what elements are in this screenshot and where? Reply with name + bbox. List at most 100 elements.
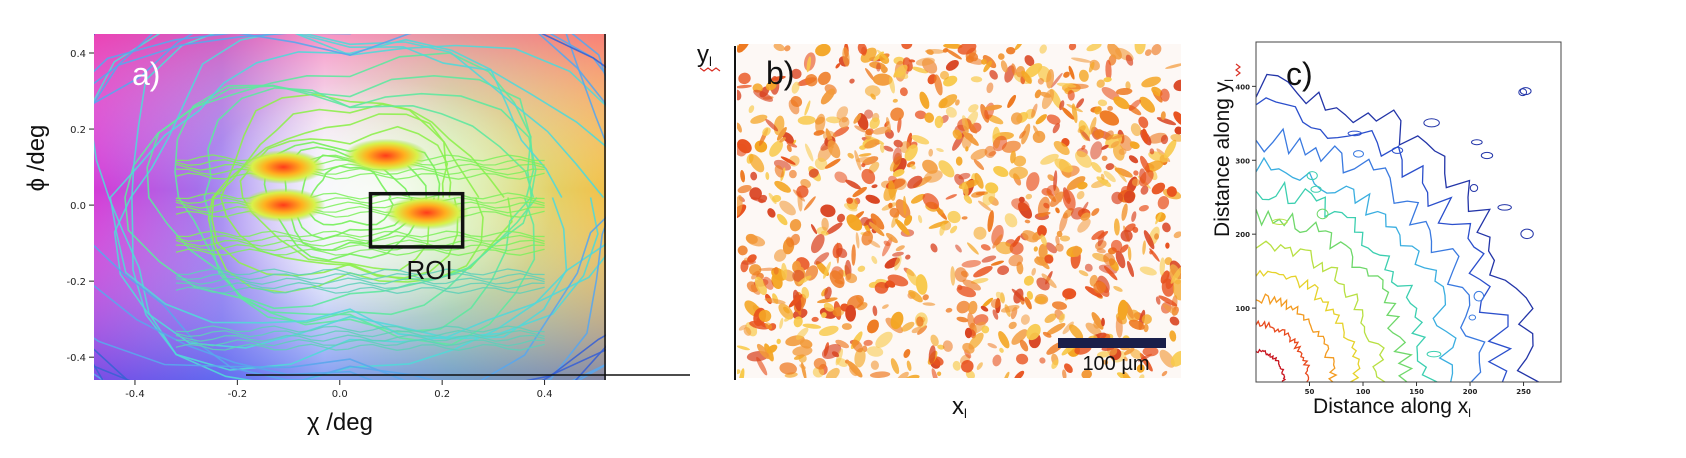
grain — [1111, 134, 1124, 140]
grain — [934, 115, 944, 129]
grain — [974, 172, 984, 189]
grain — [1026, 172, 1040, 192]
grain — [876, 62, 881, 72]
grain — [1103, 253, 1116, 266]
grain — [1036, 277, 1050, 291]
grain — [908, 290, 923, 303]
grain — [966, 242, 979, 255]
grain — [766, 344, 778, 354]
grain — [1016, 353, 1029, 365]
grain — [804, 196, 816, 211]
y-tick-label: 100 — [1235, 305, 1250, 313]
grain — [1170, 350, 1181, 367]
grain — [804, 100, 811, 116]
grain — [1024, 219, 1031, 224]
grain — [1142, 346, 1159, 357]
grain — [783, 306, 790, 314]
grain — [754, 140, 768, 153]
grain — [905, 254, 911, 260]
grain — [845, 179, 861, 190]
contour-band — [175, 196, 545, 205]
grain — [1126, 260, 1135, 278]
grain — [1172, 279, 1181, 301]
grain — [945, 307, 953, 313]
grain — [888, 180, 896, 201]
grain — [779, 200, 796, 216]
grain — [1071, 57, 1092, 63]
grain — [981, 58, 987, 65]
grain — [1117, 299, 1128, 321]
grain — [980, 244, 991, 251]
grain — [1066, 176, 1086, 191]
grain — [836, 106, 849, 120]
grain — [1170, 134, 1181, 142]
grain — [753, 89, 773, 102]
grain — [992, 354, 1002, 367]
grain — [790, 233, 801, 246]
grain — [981, 255, 997, 263]
grain — [846, 214, 863, 231]
grain — [871, 255, 878, 264]
grain — [1097, 231, 1109, 240]
grain — [1022, 230, 1039, 243]
grain — [1072, 245, 1081, 257]
grain — [792, 269, 805, 282]
grain — [781, 262, 788, 281]
grain — [1038, 243, 1048, 260]
grain — [1055, 207, 1060, 214]
grain — [764, 298, 786, 305]
grain — [1151, 86, 1163, 97]
grain — [945, 48, 962, 60]
grain — [1143, 230, 1155, 250]
grain — [835, 339, 850, 349]
grain — [776, 126, 787, 141]
grain — [892, 169, 905, 177]
grain — [1062, 288, 1077, 300]
grain — [883, 145, 894, 152]
grain — [806, 56, 812, 73]
grain — [1115, 250, 1126, 269]
grain — [1110, 141, 1120, 148]
grain — [1076, 181, 1088, 190]
grain — [1173, 231, 1181, 239]
grain — [756, 343, 770, 360]
y-tick-label: -0.2 — [66, 277, 86, 288]
grain — [788, 169, 797, 179]
grain — [1037, 78, 1045, 85]
grain — [1107, 105, 1113, 111]
grain — [1094, 106, 1102, 115]
grain — [1085, 322, 1102, 337]
grain — [868, 221, 885, 237]
grain — [973, 226, 987, 240]
grain — [1032, 130, 1046, 144]
grain — [750, 114, 768, 124]
grain — [882, 237, 893, 257]
contour-loop — [1519, 87, 1532, 96]
grain — [1021, 123, 1031, 145]
grain — [780, 156, 796, 165]
grain — [776, 338, 781, 345]
grain — [829, 270, 845, 289]
contour-line — [1256, 73, 1539, 382]
grain — [949, 225, 958, 234]
grain — [779, 137, 786, 143]
grain — [774, 165, 784, 178]
grain — [814, 157, 828, 170]
grain — [943, 44, 963, 49]
grain — [1123, 356, 1128, 362]
x-tick-label: 0.4 — [537, 389, 553, 400]
grain — [1151, 44, 1162, 56]
grain — [890, 358, 900, 375]
grain — [813, 130, 825, 136]
grain — [896, 371, 909, 378]
grain — [774, 180, 791, 193]
grain — [845, 273, 858, 284]
contour-loop — [1306, 171, 1318, 181]
contour-line — [1256, 293, 1338, 382]
grain — [821, 312, 827, 318]
grain — [768, 192, 777, 205]
grain — [967, 312, 975, 331]
grain — [1051, 359, 1059, 369]
contour-line — [94, 34, 606, 380]
